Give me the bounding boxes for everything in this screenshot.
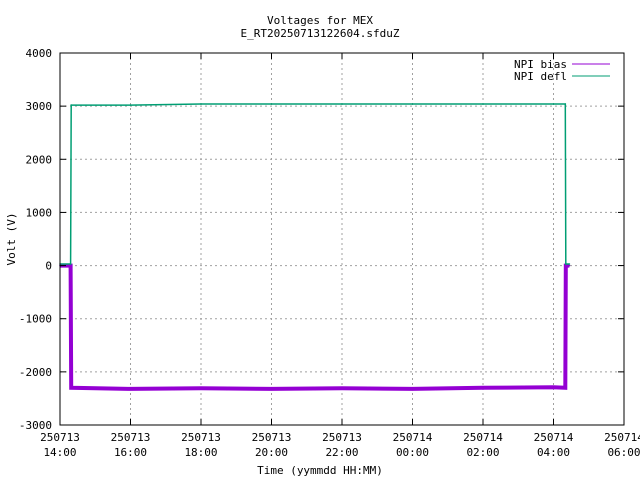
data-point-npi-defl bbox=[341, 103, 343, 105]
data-point-npi-bias bbox=[552, 386, 555, 389]
data-point-npi-defl bbox=[568, 263, 571, 265]
data-point-npi-bias bbox=[129, 388, 132, 390]
axis-ticks: -3000 -2000 -1000 0 1000 2000 3000 4000 250713 14… bbox=[19, 47, 640, 459]
x-tick-label-time: 18:00 bbox=[184, 446, 217, 459]
data-point-npi-bias bbox=[70, 387, 72, 389]
chart-title: Voltages for MEX bbox=[267, 14, 373, 27]
y-tick-label: -3000 bbox=[19, 419, 52, 432]
data-point-npi-bias bbox=[341, 387, 343, 390]
x-tick-label-time: 04:00 bbox=[537, 446, 570, 459]
x-tick-label-time: 14:00 bbox=[43, 446, 76, 459]
y-tick-label: 3000 bbox=[26, 100, 53, 113]
legend-label-npi-defl: NPI defl bbox=[514, 70, 567, 83]
x-tick-label-date: 250714 bbox=[393, 431, 433, 444]
x-tick-label-date: 250714 bbox=[534, 431, 574, 444]
data-point-npi-bias bbox=[482, 387, 484, 389]
data-point-npi-defl bbox=[129, 104, 132, 106]
y-tick-label: 0 bbox=[45, 260, 52, 273]
data-point-npi-bias bbox=[411, 388, 414, 390]
data-point-npi-defl bbox=[69, 263, 72, 265]
data-point-npi-defl bbox=[552, 103, 555, 105]
x-tick-label-time: 22:00 bbox=[325, 446, 358, 459]
x-tick-label-time: 00:00 bbox=[396, 446, 429, 459]
data-point-npi-bias bbox=[568, 264, 571, 267]
data-point-npi-defl bbox=[270, 103, 273, 105]
x-tick-label-date: 250714 bbox=[604, 431, 640, 444]
y-tick-label: 4000 bbox=[26, 47, 53, 60]
x-tick-label-date: 250713 bbox=[181, 431, 221, 444]
series-line-npi-bias bbox=[60, 263, 570, 391]
y-tick-label: -1000 bbox=[19, 313, 52, 326]
chart-subtitle: E_RT20250713122604.sfduZ bbox=[240, 27, 400, 40]
data-point-npi-bias bbox=[564, 387, 567, 389]
data-point-npi-defl bbox=[565, 263, 567, 265]
x-tick-label-date: 250713 bbox=[322, 431, 362, 444]
data-point-npi-defl bbox=[200, 103, 202, 105]
y-axis-label: Volt (V) bbox=[5, 213, 18, 266]
x-tick-label-date: 250713 bbox=[40, 431, 80, 444]
legend: NPI bias NPI defl bbox=[514, 58, 610, 83]
data-point-npi-defl bbox=[482, 103, 484, 105]
series-layer bbox=[59, 103, 571, 391]
x-tick-label-time: 02:00 bbox=[466, 446, 499, 459]
y-tick-label: 1000 bbox=[26, 206, 53, 219]
x-tick-label-time: 06:00 bbox=[607, 446, 640, 459]
data-point-npi-bias bbox=[565, 264, 567, 267]
data-point-npi-defl bbox=[411, 103, 414, 105]
data-point-npi-defl bbox=[564, 103, 567, 105]
x-tick-label-date: 250713 bbox=[111, 431, 151, 444]
data-point-npi-bias bbox=[69, 264, 72, 267]
x-tick-label-date: 250713 bbox=[252, 431, 292, 444]
x-tick-label-date: 250714 bbox=[463, 431, 503, 444]
data-point-npi-bias bbox=[200, 387, 202, 390]
x-axis-label: Time (yymmdd HH:MM) bbox=[257, 464, 383, 477]
x-tick-label-time: 20:00 bbox=[255, 446, 288, 459]
y-tick-label: 2000 bbox=[26, 153, 53, 166]
x-tick-label-time: 16:00 bbox=[114, 446, 147, 459]
series-line-npi-defl bbox=[60, 103, 570, 265]
data-point-npi-defl bbox=[70, 104, 72, 106]
y-tick-label: -2000 bbox=[19, 366, 52, 379]
legend-label-npi-bias: NPI bias bbox=[514, 58, 567, 71]
grid bbox=[60, 53, 624, 425]
data-point-npi-bias bbox=[270, 388, 273, 390]
